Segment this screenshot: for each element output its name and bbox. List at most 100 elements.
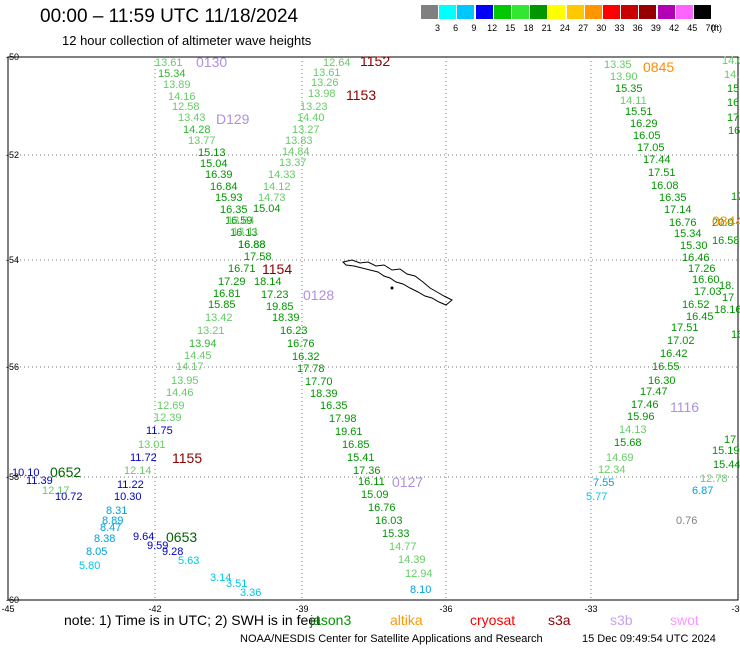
wave-height-value: 18.16 bbox=[714, 304, 740, 316]
wave-height-value: 10.10 bbox=[12, 467, 40, 479]
wave-height-value: 12.39 bbox=[154, 412, 182, 424]
wave-height-value: 0.76 bbox=[676, 515, 697, 527]
scale-label: 24 bbox=[559, 23, 570, 33]
scale-label: 12 bbox=[487, 23, 498, 33]
wave-height-value: 14.46 bbox=[166, 387, 194, 399]
wave-height-value: 19.85 bbox=[266, 301, 294, 313]
wave-height-value: 16.76 bbox=[669, 217, 697, 229]
wave-height-value: 13.21 bbox=[197, 325, 225, 337]
wave-height-value: 16.88 bbox=[238, 239, 266, 251]
wave-height-value: 14.33 bbox=[268, 169, 296, 181]
pass-label: 0844 bbox=[712, 213, 740, 229]
wave-height-value: 14.40 bbox=[297, 112, 325, 124]
wave-height-value: 13.94 bbox=[189, 338, 217, 350]
wave-height-value: 13.84 bbox=[227, 215, 255, 227]
wave-height-value: 12.94 bbox=[405, 568, 433, 580]
scale-label: 15 bbox=[505, 23, 516, 33]
footer-note: note: 1) Time is in UTC; 2) SWH is in fe… bbox=[64, 612, 320, 628]
wave-height-value: 13.77 bbox=[188, 135, 216, 147]
wave-height-value: 17.05 bbox=[637, 142, 665, 154]
wave-height-value: 16.30 bbox=[648, 375, 676, 387]
scale-label: 45 bbox=[687, 23, 698, 33]
wave-height-value: 12.17 bbox=[42, 485, 70, 497]
lat-label: -54 bbox=[6, 255, 19, 265]
wave-height-value: 16.55 bbox=[652, 361, 680, 373]
wave-height-value: 16.84 bbox=[210, 181, 238, 193]
pass-label: 1153 bbox=[346, 87, 376, 103]
pass-label: 1116 bbox=[670, 399, 699, 415]
wave-height-value: 17.36 bbox=[353, 465, 381, 477]
scale-swatch bbox=[603, 5, 620, 19]
wave-height-value: 15.30 bbox=[680, 240, 708, 252]
wave-height-value: 14.73 bbox=[258, 192, 286, 204]
map-frame bbox=[7, 56, 739, 601]
wave-height-value: 16.03 bbox=[375, 515, 403, 527]
wave-height-value: 17.29 bbox=[218, 276, 246, 288]
wave-height-value: 14.16 bbox=[168, 91, 196, 103]
lon-label: -30 bbox=[731, 604, 740, 614]
scale-swatch bbox=[421, 5, 438, 19]
lon-label: -39 bbox=[295, 604, 308, 614]
scale-label: 70 bbox=[705, 23, 716, 33]
pass-label: 1154 bbox=[262, 261, 292, 277]
pass-label: D129 bbox=[216, 111, 250, 127]
wave-height-value: 9.28 bbox=[162, 546, 183, 558]
wave-height-value: 16.35 bbox=[220, 204, 248, 216]
wave-height-value: 14.84 bbox=[282, 146, 310, 158]
scale-swatch bbox=[584, 5, 602, 19]
wave-height-value: 10.72 bbox=[55, 491, 83, 503]
scale-swatch bbox=[566, 5, 584, 19]
scale-swatch bbox=[639, 5, 657, 19]
scale-label: 9 bbox=[471, 23, 477, 33]
wave-height-value: 14.12 bbox=[263, 181, 291, 193]
wave-height-value: 17.1 bbox=[724, 434, 740, 446]
wave-height-value: 17 bbox=[727, 112, 739, 124]
wave-height-value: 15.34 bbox=[158, 68, 186, 80]
wave-height-value: 15.85 bbox=[208, 299, 236, 311]
lon-label: -42 bbox=[148, 604, 161, 614]
wave-height-value: 13.11 bbox=[232, 226, 259, 238]
wave-height-value: 16.08 bbox=[651, 180, 679, 192]
wave-height-value: 14.24 bbox=[724, 69, 740, 81]
wave-height-value: 14.77 bbox=[389, 541, 417, 553]
island-outline bbox=[342, 259, 453, 306]
wave-height-value: 9.59 bbox=[147, 540, 168, 552]
wave-height-value: 15.34 bbox=[674, 228, 702, 240]
wave-height-value: 13.95 bbox=[171, 375, 199, 387]
wave-height-value: 16.35 bbox=[320, 400, 348, 412]
wave-height-value: 15.35 bbox=[615, 83, 643, 95]
lon-label: -33 bbox=[584, 604, 597, 614]
wave-height-value: 17 bbox=[731, 191, 740, 203]
wave-height-value: 13.26 bbox=[311, 77, 339, 89]
scale-swatch bbox=[475, 5, 493, 19]
wave-height-value: 16.46 bbox=[682, 252, 710, 264]
wave-height-value: 17.78 bbox=[297, 363, 325, 375]
wave-height-value: 16.11 bbox=[358, 476, 385, 488]
pass-label: 0127 bbox=[392, 474, 423, 490]
wave-height-value: 17.47 bbox=[640, 386, 668, 398]
scale-swatch bbox=[694, 5, 711, 19]
wave-height-value: 16.05 bbox=[633, 130, 661, 142]
wave-height-value: 16.29 bbox=[630, 118, 658, 130]
lat-label: -58 bbox=[6, 472, 19, 482]
wave-height-value: 16.58 bbox=[712, 235, 740, 247]
wave-height-value: 19.61 bbox=[335, 426, 363, 438]
wave-height-value: 9.64 bbox=[133, 531, 154, 543]
wave-height-value: 16.85 bbox=[342, 439, 370, 451]
scale-label: 39 bbox=[650, 23, 661, 33]
pass-label: 0845 bbox=[643, 59, 674, 75]
wave-height-value: 13.89 bbox=[163, 79, 191, 91]
wave-height-value: 14.13 bbox=[619, 424, 647, 436]
scale-label: 33 bbox=[614, 23, 625, 33]
wave-height-value: 13.37 bbox=[279, 157, 307, 169]
wave-height-value: 13.23 bbox=[300, 101, 328, 113]
scale-unit: (ft) bbox=[711, 23, 722, 33]
wave-height-value: 17.46 bbox=[631, 399, 659, 411]
wave-height-value: 13.42 bbox=[205, 312, 233, 324]
scale-label: 18 bbox=[523, 23, 534, 33]
scale-label: 27 bbox=[578, 23, 589, 33]
wave-height-value: 12.78 bbox=[700, 473, 728, 485]
wave-height-value: 15.04 bbox=[253, 203, 281, 215]
wave-height-value: 16.32 bbox=[292, 351, 320, 363]
